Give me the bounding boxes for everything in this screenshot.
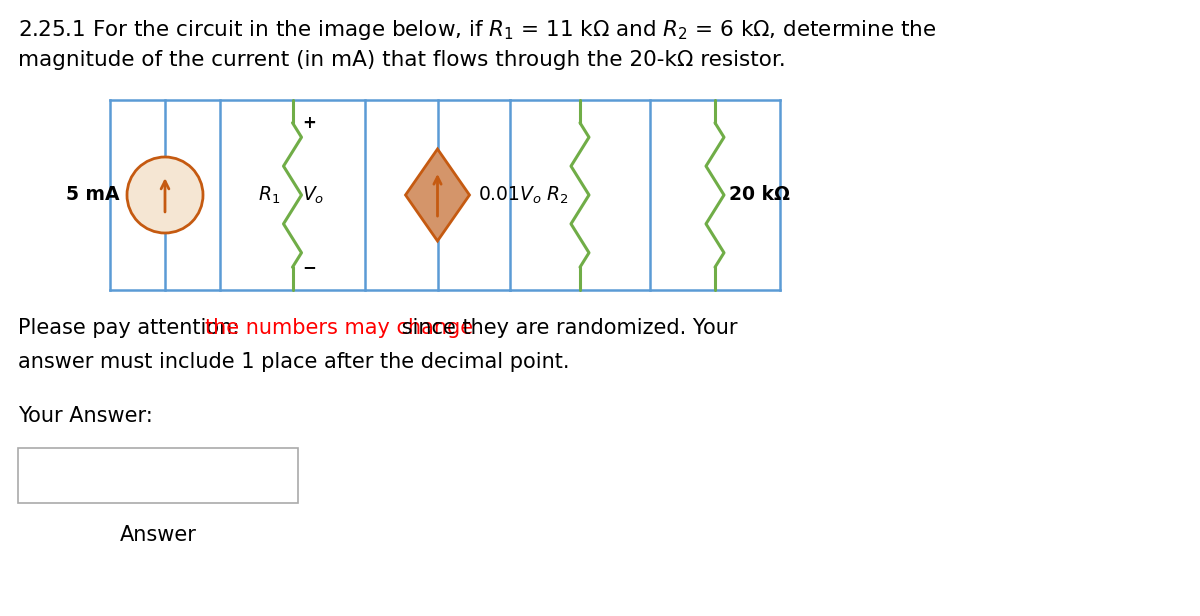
Text: −: − (302, 258, 317, 276)
Text: the numbers may change: the numbers may change (205, 318, 473, 338)
Text: Your Answer:: Your Answer: (18, 406, 152, 426)
Circle shape (127, 157, 203, 233)
Text: $R_2$: $R_2$ (546, 184, 568, 206)
Text: $0.01V_o$: $0.01V_o$ (478, 184, 541, 206)
Text: $V_o$: $V_o$ (302, 184, 325, 206)
Text: 20 kΩ: 20 kΩ (730, 185, 790, 205)
Text: +: + (302, 114, 317, 132)
Text: Answer: Answer (120, 525, 197, 545)
Text: $R_1$: $R_1$ (258, 184, 281, 206)
Text: answer must include 1 place after the decimal point.: answer must include 1 place after the de… (18, 352, 570, 372)
Polygon shape (406, 149, 469, 241)
Text: 2.25.1 For the circuit in the image below, if $R_1$ = 11 kΩ and $R_2$ = 6 kΩ, de: 2.25.1 For the circuit in the image belo… (18, 18, 936, 42)
Text: magnitude of the current (in mA) that flows through the 20-kΩ resistor.: magnitude of the current (in mA) that fl… (18, 50, 786, 70)
FancyBboxPatch shape (18, 448, 298, 503)
Text: 5 mA: 5 mA (66, 185, 119, 205)
Text: since they are randomized. Your: since they are randomized. Your (395, 318, 738, 338)
Text: Please pay attention:: Please pay attention: (18, 318, 246, 338)
